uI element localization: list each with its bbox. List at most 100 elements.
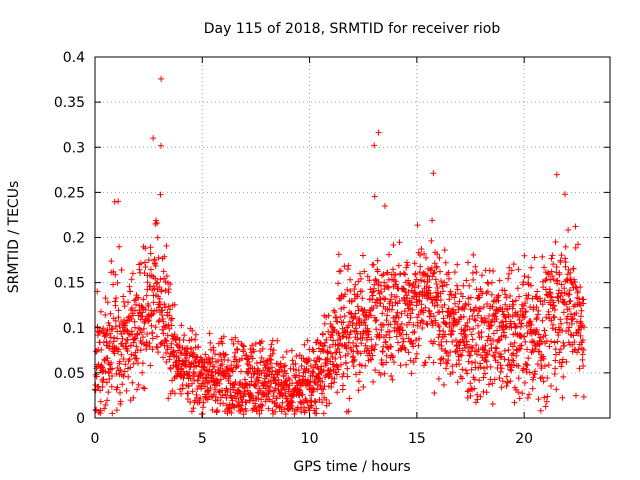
- data-point: [459, 293, 466, 300]
- data-point: [200, 399, 207, 406]
- data-point: [158, 287, 165, 294]
- data-point: [475, 364, 482, 371]
- data-point: [151, 307, 158, 314]
- data-point: [433, 264, 440, 271]
- data-point: [539, 301, 546, 308]
- data-point: [496, 337, 503, 344]
- data-point: [284, 395, 291, 402]
- data-point: [447, 349, 454, 356]
- data-point: [115, 307, 122, 314]
- data-point: [142, 245, 149, 252]
- data-point: [510, 261, 517, 268]
- data-point: [206, 330, 213, 337]
- y-tick-label: 0: [76, 411, 85, 427]
- data-point: [211, 363, 218, 370]
- data-point: [535, 396, 542, 403]
- data-point: [473, 342, 480, 349]
- data-point: [528, 264, 535, 271]
- data-point: [489, 303, 496, 310]
- data-point: [446, 296, 453, 303]
- data-point: [552, 365, 559, 372]
- data-point: [426, 284, 433, 291]
- data-point: [483, 358, 490, 365]
- data-point: [541, 327, 548, 334]
- data-point: [552, 346, 559, 353]
- data-point: [319, 331, 326, 338]
- data-point: [372, 341, 379, 348]
- data-point: [358, 340, 365, 347]
- data-point: [535, 348, 542, 355]
- data-point: [472, 364, 479, 371]
- data-point: [198, 370, 205, 377]
- data-point: [243, 408, 250, 415]
- data-point: [463, 277, 470, 284]
- data-point: [553, 351, 560, 358]
- data-point: [134, 386, 141, 393]
- data-point: [491, 353, 498, 360]
- data-point: [387, 296, 394, 303]
- data-point: [248, 374, 255, 381]
- data-point: [572, 244, 579, 251]
- data-point: [421, 250, 428, 257]
- data-point: [321, 320, 328, 327]
- data-point: [388, 291, 395, 298]
- data-point: [454, 379, 461, 386]
- data-point: [458, 352, 465, 359]
- data-point: [478, 272, 485, 279]
- data-point: [324, 349, 331, 356]
- data-point: [561, 285, 568, 292]
- data-point: [579, 351, 586, 358]
- data-point: [161, 253, 168, 260]
- data-point: [253, 382, 260, 389]
- data-point: [489, 401, 496, 408]
- data-point: [365, 328, 372, 335]
- data-point: [146, 317, 153, 324]
- data-point: [116, 389, 123, 396]
- data-point: [342, 291, 349, 298]
- data-point: [463, 302, 470, 309]
- data-point: [220, 333, 227, 340]
- data-point: [511, 320, 518, 327]
- data-point: [535, 331, 542, 338]
- data-point: [482, 342, 489, 349]
- data-point: [398, 331, 405, 338]
- data-point: [125, 299, 132, 306]
- data-point: [542, 403, 549, 410]
- data-point: [252, 402, 259, 409]
- data-point: [109, 373, 116, 380]
- data-point: [278, 364, 285, 371]
- data-point: [150, 283, 157, 290]
- data-point: [450, 306, 457, 313]
- data-point: [542, 332, 549, 339]
- data-point: [347, 287, 354, 294]
- data-point: [270, 393, 277, 400]
- data-point: [431, 390, 438, 397]
- data-point: [388, 306, 395, 313]
- data-point: [277, 404, 284, 411]
- data-point: [430, 170, 437, 177]
- data-point: [102, 312, 109, 319]
- data-point: [176, 357, 183, 364]
- data-point: [319, 399, 326, 406]
- data-point: [490, 268, 497, 275]
- data-point: [374, 268, 381, 275]
- data-point: [288, 403, 295, 410]
- data-point: [327, 366, 334, 373]
- data-point: [521, 313, 528, 320]
- data-point: [560, 373, 567, 380]
- data-point: [149, 335, 156, 342]
- data-point: [444, 360, 451, 367]
- data-point: [127, 288, 134, 295]
- data-point: [472, 304, 479, 311]
- data-point: [258, 354, 265, 361]
- data-point: [134, 330, 141, 337]
- data-point: [412, 336, 419, 343]
- data-point: [402, 271, 409, 278]
- data-point: [470, 325, 477, 332]
- data-point: [224, 367, 231, 374]
- data-point: [123, 387, 130, 394]
- data-point: [381, 203, 388, 210]
- data-point: [101, 405, 108, 412]
- data-point: [459, 375, 466, 382]
- data-point: [445, 352, 452, 359]
